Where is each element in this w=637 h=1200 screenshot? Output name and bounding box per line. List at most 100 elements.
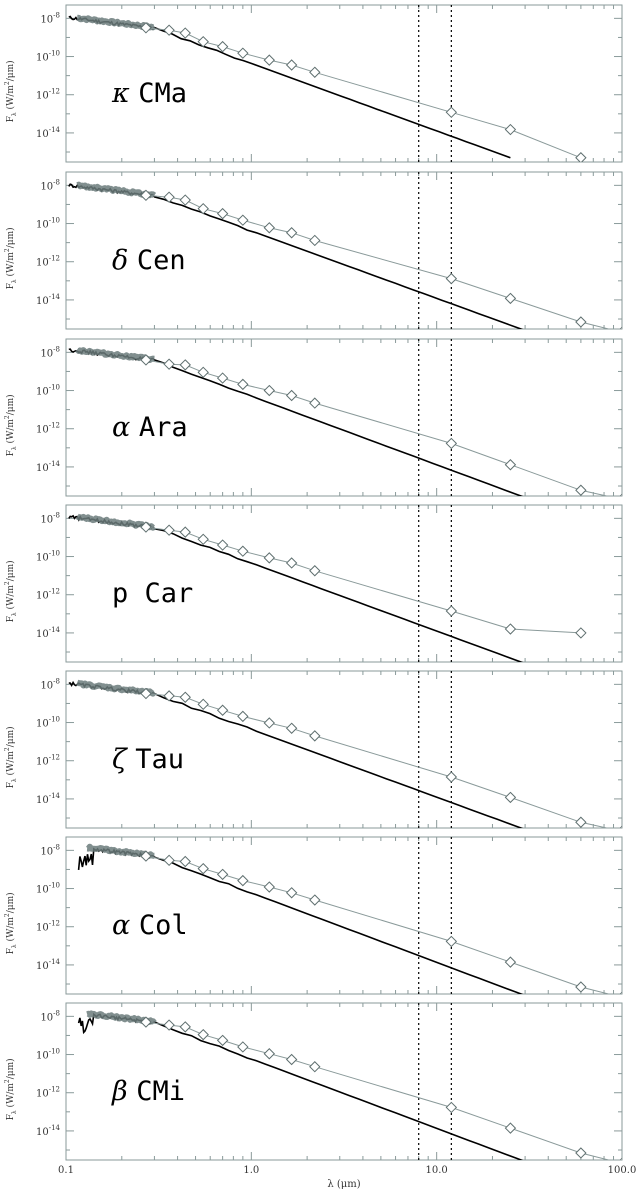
star-label-symbol: β [111, 1076, 136, 1107]
y-tick-label: 10-8 [40, 843, 60, 857]
y-tick-label: 10-10 [36, 217, 60, 231]
photometry-point [263, 881, 276, 893]
photometry-point [163, 358, 175, 370]
photometry-point [575, 316, 587, 328]
star-label: α Ara [112, 412, 188, 443]
y-tick-label: 10-10 [36, 50, 60, 64]
star-label-name: CMi [136, 1076, 185, 1107]
star-label-symbol: δ [112, 245, 137, 276]
panel-frame [65, 504, 623, 663]
y-tick-label: 10-12 [36, 588, 60, 602]
photometry-point [216, 207, 229, 220]
star-label-name: Cen [137, 245, 186, 276]
photometry-point [309, 565, 321, 577]
star-label: δ Cen [112, 245, 186, 276]
photometry-point [216, 704, 229, 716]
photometry-point [619, 326, 622, 329]
photometry-point [197, 533, 209, 546]
panel-2: 10-8 10-10 10-12 10-14 Fλ (W/m2/μm) δ Cen [4, 171, 623, 330]
photometry-point [263, 717, 276, 729]
photometry-point [619, 825, 622, 828]
photometry-point [309, 66, 321, 78]
photometry-point [263, 552, 276, 564]
photometry-point [197, 862, 209, 875]
y-tick-label: 10-14 [36, 126, 61, 140]
photometry-line [145, 693, 609, 828]
y-tick-label: 10-8 [40, 345, 60, 359]
photometry-point [263, 384, 276, 397]
y-tick-label: 10-12 [36, 88, 60, 102]
photometry-point [309, 234, 321, 247]
y-tick-label: 10-10 [36, 384, 60, 398]
photometry-point [216, 372, 229, 384]
panel-3: 10-8 10-10 10-12 10-14 Fλ (W/m2/μm) α Ara [4, 338, 623, 497]
y-tick-label: 10-14 [36, 626, 61, 640]
y-tick-label: 10-14 [36, 1124, 61, 1138]
y-tick-label: 10-8 [40, 677, 60, 691]
photometry-point [504, 1122, 517, 1134]
photometry-point [237, 710, 249, 723]
y-tick-label: 10-12 [36, 422, 60, 436]
photometry-point [445, 437, 458, 450]
y-tick-label: 10-12 [36, 754, 60, 768]
photometry-point [140, 521, 152, 533]
photometry-point [285, 722, 298, 734]
photometry-point [216, 1034, 229, 1047]
photometry-point [237, 214, 249, 226]
photometry-point [504, 459, 517, 471]
star-label-symbol: ζ [112, 744, 135, 775]
y-axis-label: Fλ (W/m2/μm) [4, 560, 18, 622]
x-axis-label: λ (μm) [327, 1179, 360, 1190]
y-tick-label: 10-12 [36, 1086, 60, 1100]
photometry-point [237, 47, 249, 59]
panel-frame [65, 1002, 623, 1161]
star-label: β CMi [111, 1076, 185, 1107]
star-label-symbol: κ [111, 78, 138, 109]
photometry-point [163, 524, 175, 536]
panel-1: 10-8 10-10 10-12 10-14 Fλ (W/m2/μm) κ CMa [4, 4, 623, 163]
panel-frame [65, 4, 623, 163]
x-tick-label: 100.0 [608, 1165, 637, 1176]
photometry-point [619, 991, 622, 994]
photometry-point [504, 123, 517, 136]
star-label-symbol: α [112, 910, 139, 941]
photometry-point [237, 874, 249, 887]
y-tick-label: 10-10 [36, 1048, 60, 1062]
photometry-point [237, 378, 249, 391]
photometry-point [309, 1061, 321, 1073]
photometry-point [237, 545, 249, 557]
star-label-name: Col [139, 910, 188, 941]
star-label: p Car [112, 578, 193, 609]
photometry-point [309, 730, 321, 742]
y-tick-label: 10-8 [40, 11, 60, 25]
photometry-point [504, 623, 517, 635]
photometry-point [179, 1021, 191, 1033]
y-axis-label: Fλ (W/m2/μm) [4, 60, 18, 122]
photometry-line [145, 194, 611, 329]
y-tick-label: 10-12 [36, 255, 60, 269]
photometry-point [163, 690, 175, 702]
photometry-point [140, 850, 152, 862]
photometry-point [197, 202, 209, 215]
photometry-point [504, 292, 517, 305]
panel-7: 10-8 10-10 10-12 10-14 Fλ (W/m2/μm) β CMi [4, 1002, 623, 1161]
photometry-point [445, 605, 458, 617]
photometry-point [216, 539, 229, 551]
y-tick-label: 10-14 [36, 792, 61, 806]
panel-frame [65, 670, 623, 829]
photometry-point [263, 1048, 276, 1060]
photometry-point [445, 771, 458, 783]
y-tick-label: 10-12 [36, 920, 60, 934]
photometry-point [163, 24, 175, 36]
star-label: α Col [112, 910, 188, 941]
photometry-point [575, 1147, 587, 1159]
x-tick-label: 0.1 [58, 1165, 74, 1176]
observed-uv-spectrum [75, 347, 156, 363]
y-axis-label: Fλ (W/m2/μm) [4, 1058, 18, 1120]
photometry-point [197, 35, 209, 48]
photometry-point [575, 484, 587, 496]
y-tick-label: 10-14 [36, 293, 61, 307]
star-label: κ CMa [111, 78, 187, 109]
photometry-point [197, 366, 209, 379]
